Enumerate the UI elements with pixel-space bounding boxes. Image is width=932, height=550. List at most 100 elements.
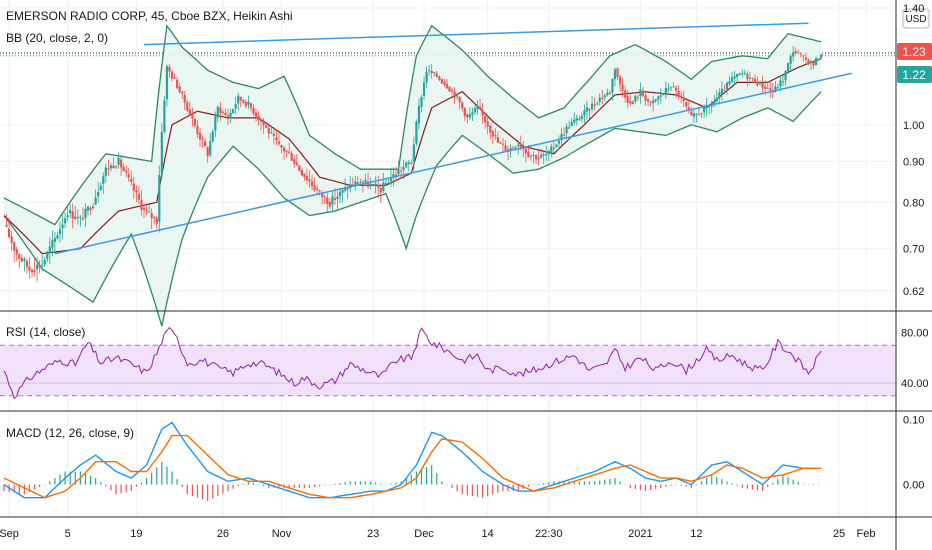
macd-histogram-bar bbox=[721, 479, 723, 485]
candle-body bbox=[443, 82, 446, 85]
candle-body bbox=[476, 105, 479, 110]
macd-histogram-bar bbox=[614, 478, 616, 485]
macd-histogram-bar bbox=[772, 482, 774, 485]
candle-body bbox=[489, 125, 492, 133]
candle-body bbox=[649, 101, 652, 103]
candle-body bbox=[295, 162, 298, 166]
bb-price-badge bbox=[897, 66, 932, 83]
candle-body bbox=[657, 96, 660, 100]
candle-body bbox=[481, 110, 484, 116]
candle-body bbox=[201, 138, 204, 140]
candle-body bbox=[282, 147, 286, 152]
macd-histogram-bar bbox=[18, 484, 20, 494]
candle-body bbox=[809, 61, 813, 63]
macd-histogram-bar bbox=[74, 471, 76, 485]
macd-histogram-bar bbox=[751, 484, 754, 490]
candle-body bbox=[229, 113, 232, 119]
candle-body bbox=[723, 90, 726, 92]
candle-body bbox=[578, 118, 581, 120]
candle-body bbox=[252, 107, 255, 114]
candle-body bbox=[450, 90, 454, 92]
macd-histogram-bar bbox=[756, 484, 759, 491]
candle-body bbox=[7, 228, 11, 237]
candle-body bbox=[807, 59, 810, 65]
candle-body bbox=[288, 151, 291, 153]
candle-body bbox=[99, 185, 102, 191]
time-tick-label: 26 bbox=[217, 528, 229, 540]
bb-price-value: 1.22 bbox=[902, 68, 926, 82]
macd-histogram-bar bbox=[716, 476, 718, 485]
currency-button[interactable] bbox=[902, 8, 930, 29]
candle-body bbox=[224, 112, 227, 116]
macd-histogram-bar bbox=[130, 484, 132, 492]
candle-body bbox=[761, 82, 764, 88]
candle-body bbox=[573, 119, 576, 123]
rsi-tick-label: 80.00 bbox=[901, 328, 929, 340]
candle-body bbox=[728, 81, 731, 85]
candle-body bbox=[66, 215, 69, 218]
macd-histogram-bar bbox=[604, 479, 606, 485]
candle-body bbox=[5, 224, 8, 227]
axis-labels: Sep 5 19 26 Nov 23 Dec 14 22:30 2021 12 25 Feb 0.62 0.… bbox=[0, 3, 929, 540]
candle-body bbox=[303, 173, 306, 177]
candle-body bbox=[751, 77, 754, 79]
macd-histogram-bar bbox=[3, 484, 5, 492]
candle-body bbox=[300, 169, 303, 176]
candle-body bbox=[598, 97, 601, 102]
candle-body bbox=[89, 208, 92, 211]
candle-body bbox=[580, 115, 583, 119]
macd-histogram-bar bbox=[308, 484, 311, 488]
candle-body bbox=[626, 96, 629, 103]
candle-body bbox=[137, 193, 141, 200]
candle-body bbox=[359, 182, 362, 184]
macd-histogram-bar bbox=[135, 484, 137, 487]
macd-histogram-bar bbox=[436, 473, 438, 485]
candle-body bbox=[272, 133, 275, 136]
candle-body bbox=[305, 176, 309, 181]
rsi-indicator-label[interactable]: RSI (14, close) bbox=[6, 325, 85, 339]
candle-body bbox=[629, 101, 632, 104]
macd-histogram-bar bbox=[466, 484, 468, 496]
macd-histogram-bar bbox=[792, 479, 794, 485]
time-tick-label: 5 bbox=[65, 528, 71, 540]
candle-body bbox=[293, 159, 296, 164]
candle-body bbox=[33, 270, 36, 272]
macd-histogram-bar bbox=[191, 484, 193, 497]
macd-histogram-bar bbox=[563, 481, 565, 485]
candle-body bbox=[109, 165, 113, 169]
candle-body bbox=[377, 185, 380, 188]
macd-histogram-bar bbox=[802, 484, 804, 486]
candle-body bbox=[344, 187, 347, 191]
candle-body bbox=[254, 112, 258, 117]
macd-histogram-bar bbox=[497, 484, 499, 493]
candle-body bbox=[249, 103, 253, 108]
candle-body bbox=[387, 182, 390, 184]
candle-body bbox=[674, 87, 678, 91]
candle-body bbox=[18, 254, 21, 259]
macd-indicator-label[interactable]: MACD (12, 26, close, 9) bbox=[6, 426, 134, 440]
candle-body bbox=[407, 162, 410, 164]
candle-body bbox=[132, 183, 135, 191]
macd-histogram-bar bbox=[120, 484, 122, 494]
candle-body bbox=[692, 113, 695, 117]
price-tick-label: 0.62 bbox=[903, 286, 924, 298]
candle-body bbox=[183, 94, 186, 103]
macd-histogram-bar bbox=[385, 484, 387, 486]
bb-indicator-label[interactable]: BB (20, close, 2, 0) bbox=[6, 31, 108, 45]
macd-histogram-bar bbox=[201, 484, 204, 500]
price-tick-label: 0.80 bbox=[903, 197, 924, 209]
candle-body bbox=[794, 51, 797, 54]
candle-body bbox=[219, 107, 222, 114]
candle-body bbox=[94, 197, 97, 205]
candle-body bbox=[491, 130, 494, 137]
macd-histogram-bar bbox=[237, 484, 239, 487]
candle-body bbox=[112, 165, 115, 169]
macd-histogram-bar bbox=[818, 484, 820, 486]
macd-histogram-bar bbox=[476, 484, 479, 497]
candle-body bbox=[361, 181, 365, 183]
macd-histogram-bar bbox=[125, 484, 127, 493]
macd-histogram-bar bbox=[680, 484, 682, 486]
macd-histogram-bar bbox=[405, 478, 407, 485]
candle-body bbox=[196, 125, 199, 135]
